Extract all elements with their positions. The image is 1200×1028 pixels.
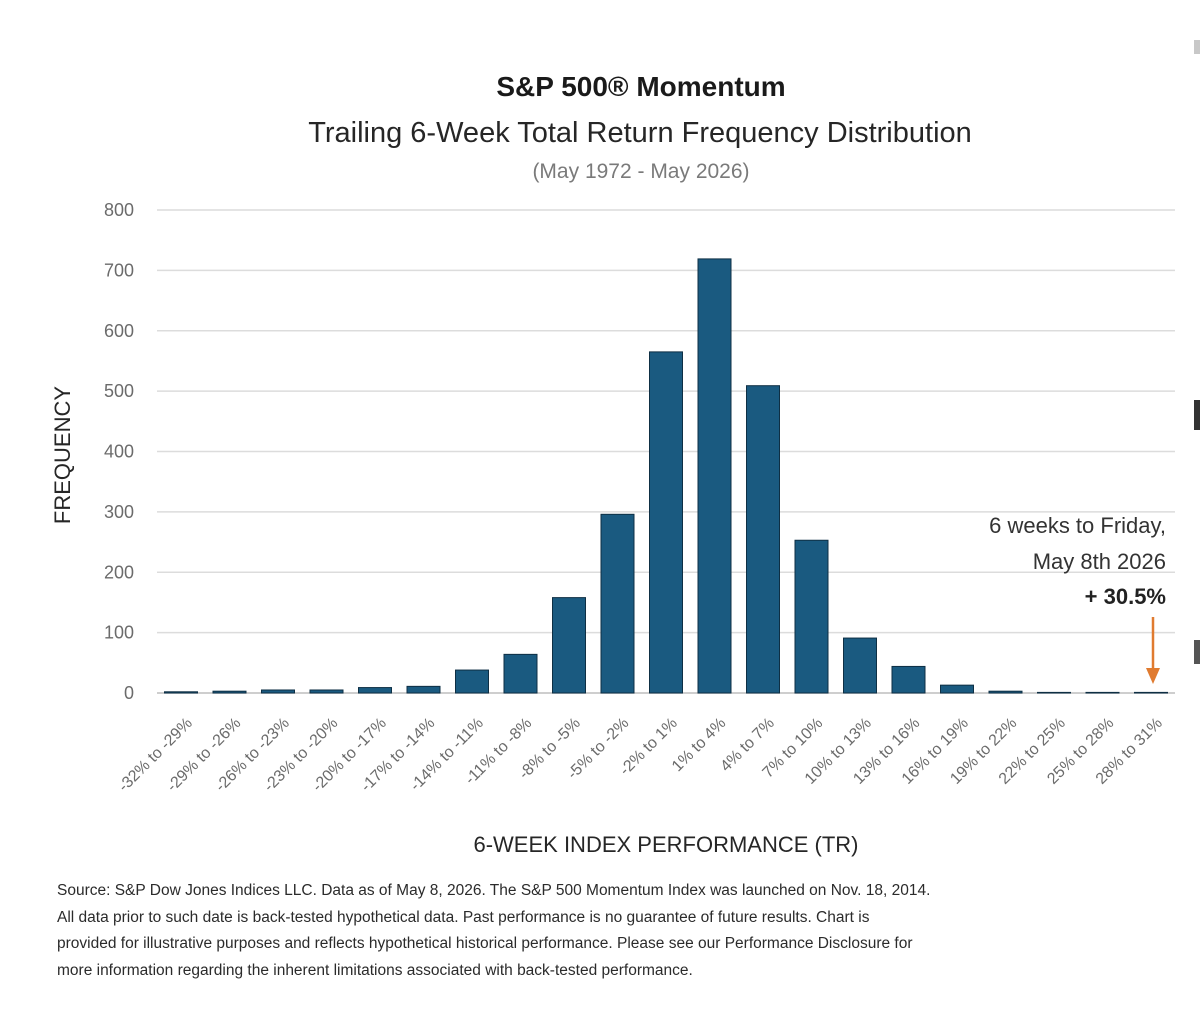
bar	[794, 539, 829, 694]
bar	[261, 689, 295, 694]
y-tick-label: 200	[104, 562, 134, 582]
annotation-line2: May 8th 2026	[1033, 549, 1166, 574]
footnote-line: Source: S&P Dow Jones Indices LLC. Data …	[57, 882, 931, 899]
edge-fragment	[1194, 640, 1200, 664]
y-tick-label: 500	[104, 381, 134, 401]
annotation-value: + 30.5%	[1085, 584, 1166, 609]
bar	[988, 690, 1023, 694]
edge-fragment	[1194, 400, 1200, 430]
annotation-arrow	[1146, 617, 1160, 684]
bar	[358, 687, 392, 694]
y-tick-label: 100	[104, 623, 134, 643]
x-axis-ticks: -32% to -29%-29% to -26%-26% to -23%-23%…	[115, 715, 1166, 796]
y-tick-label: 400	[104, 442, 134, 462]
y-axis-ticks: 0 100 200 300 400 500 600 700 800	[104, 200, 134, 703]
footnote-line: All data prior to such date is back-test…	[57, 908, 870, 926]
y-axis-label: FREQUENCY	[50, 386, 75, 524]
bar	[649, 351, 683, 694]
chart-subtitle: Trailing 6-Week Total Return Frequency D…	[308, 117, 972, 149]
edge-fragment	[1194, 40, 1200, 54]
footnote-line: provided for illustrative purposes and r…	[57, 935, 913, 952]
bar	[309, 689, 344, 694]
bar	[552, 597, 586, 694]
bar	[1085, 691, 1120, 694]
bar	[746, 385, 780, 694]
y-tick-label: 700	[104, 260, 134, 280]
bar	[503, 653, 538, 694]
footnote-line: more information regarding the inherent …	[57, 961, 693, 979]
arrow-head	[1146, 668, 1160, 684]
bar	[164, 691, 198, 694]
x-axis-label: 6-WEEK INDEX PERFORMANCE (TR)	[473, 832, 858, 857]
source-footnote: Source: S&P Dow Jones Indices LLC. Data …	[57, 878, 1157, 984]
bar	[891, 665, 926, 694]
bar	[843, 637, 877, 694]
y-tick-label: 600	[104, 321, 134, 341]
y-tick-label: 300	[104, 502, 134, 522]
annotation-line1: 6 weeks to Friday,	[989, 513, 1166, 538]
bar	[1037, 691, 1071, 694]
y-tick-label: 0	[124, 683, 134, 703]
bar	[697, 258, 732, 694]
bar	[406, 685, 441, 694]
bars	[164, 258, 1168, 694]
bar	[455, 669, 489, 694]
bar	[600, 513, 635, 694]
frequency-chart: S&P 500® Momentum Trailing 6-Week Total …	[50, 71, 1175, 857]
bar	[212, 690, 247, 694]
chart-period: (May 1972 - May 2026)	[532, 160, 749, 183]
bar	[940, 684, 974, 694]
y-tick-label: 800	[104, 200, 134, 220]
bar	[1134, 691, 1168, 694]
chart-title: S&P 500® Momentum	[496, 71, 785, 102]
